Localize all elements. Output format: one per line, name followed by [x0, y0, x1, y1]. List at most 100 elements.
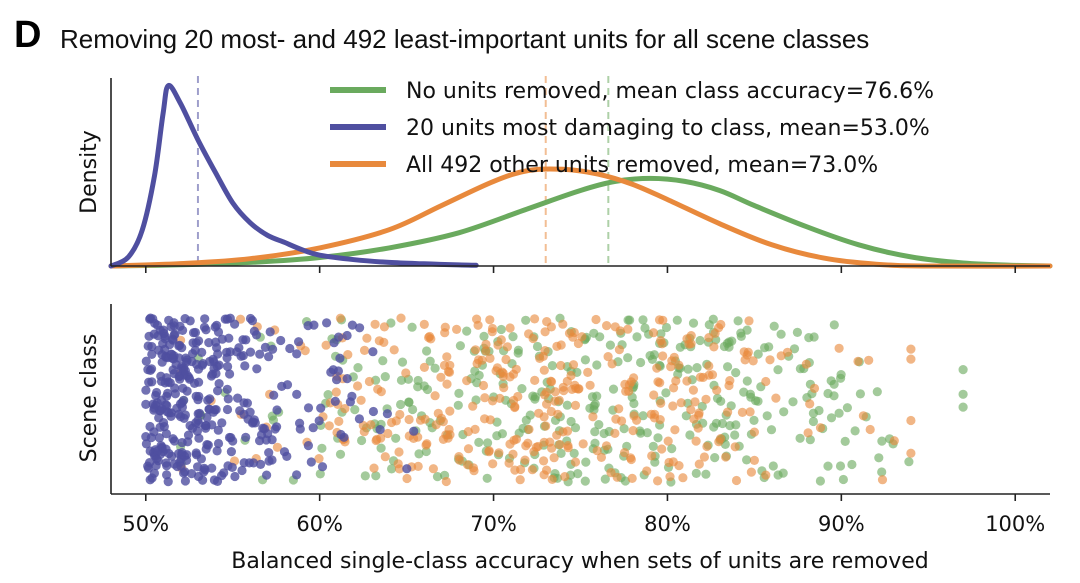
strip-point: [209, 475, 219, 485]
x-tick-label: 80%: [644, 512, 691, 536]
strip-point: [578, 439, 588, 449]
strip-point: [368, 406, 378, 417]
strip-point: [201, 423, 211, 433]
strip-point: [455, 341, 465, 351]
strip-point: [532, 341, 543, 352]
x-tick-label: 60%: [296, 512, 343, 536]
strip-point: [773, 365, 783, 375]
strip-point: [547, 474, 557, 484]
strip-point: [577, 332, 587, 342]
strip-point: [746, 467, 757, 477]
strip-point: [556, 340, 566, 350]
strip-point: [233, 393, 243, 403]
strip-point: [285, 343, 295, 354]
strip-point: [409, 426, 419, 436]
legend-label-none: No units removed, mean class accuracy=76…: [406, 79, 934, 104]
strip-point: [335, 313, 345, 323]
strip-point: [737, 407, 748, 417]
strip-point: [889, 436, 899, 446]
strip-point: [156, 376, 167, 386]
strip-point: [795, 433, 805, 443]
legend: No units removed, mean class accuracy=76…: [330, 79, 934, 178]
strip-point: [636, 357, 646, 368]
strip-point: [303, 441, 313, 451]
strip-point: [368, 347, 378, 357]
strip-point: [316, 403, 326, 413]
strip-point: [401, 368, 411, 378]
strip-point: [222, 404, 233, 415]
strip-point: [550, 387, 560, 397]
strip-point: [663, 436, 673, 446]
strip-point: [469, 466, 479, 476]
strip-point: [661, 388, 671, 398]
strip-point: [154, 433, 164, 443]
strip-point: [553, 409, 563, 419]
strip-point: [749, 415, 759, 425]
strip-point: [558, 319, 568, 329]
strip-point: [853, 356, 863, 366]
strip-point: [425, 356, 435, 366]
strip-point: [753, 349, 763, 359]
strip-point: [667, 444, 677, 454]
x-tick-label: 70%: [470, 512, 517, 536]
strip-point: [771, 393, 781, 403]
strip-point: [625, 453, 636, 463]
strip-point: [607, 359, 617, 369]
strip-point: [528, 333, 538, 344]
strip-point: [431, 420, 441, 430]
strip-point: [397, 357, 408, 367]
strip-point: [422, 346, 432, 356]
strip-point: [226, 433, 236, 443]
strip-point: [161, 458, 171, 468]
strip-point: [324, 421, 334, 431]
strip-point: [272, 422, 282, 432]
strip-point: [194, 336, 204, 346]
strip-point: [683, 364, 693, 374]
strip-point: [223, 361, 233, 372]
strip-point: [462, 326, 472, 336]
strip-point: [335, 449, 346, 459]
strip-point: [601, 441, 612, 451]
strip-point: [239, 398, 249, 408]
strip-point: [409, 433, 419, 443]
strip-point: [147, 473, 157, 483]
strip-point: [470, 424, 480, 434]
strip-point: [404, 414, 414, 425]
strip-point: [197, 347, 207, 357]
strip-point: [440, 328, 450, 338]
strip-point: [611, 414, 621, 424]
strip-point: [606, 468, 616, 478]
strip-point: [159, 422, 169, 432]
strip-point: [335, 353, 345, 363]
strip-point: [592, 446, 602, 456]
strip-point: [570, 400, 581, 410]
strip-point: [357, 435, 367, 446]
strip-point: [436, 413, 446, 423]
strip-point: [340, 404, 350, 414]
strip-point: [453, 400, 463, 410]
strip-point: [640, 323, 650, 333]
strip-point: [141, 385, 151, 395]
strip-point: [704, 361, 714, 371]
strip-point: [178, 325, 188, 335]
strip-point: [530, 392, 541, 402]
strip-point: [689, 414, 699, 424]
strip-point: [834, 343, 844, 353]
strip-point: [202, 440, 212, 450]
strip-point: [674, 360, 684, 370]
strip-point: [567, 384, 577, 394]
strip-point: [152, 446, 162, 456]
strip-point: [303, 403, 314, 413]
strip-point: [742, 376, 752, 386]
strip-point: [628, 426, 638, 436]
density-curve-least: [108, 166, 1053, 269]
strip-point: [374, 336, 384, 346]
strip-point: [805, 399, 815, 409]
strip-point: [148, 314, 158, 324]
strip-point: [364, 376, 374, 387]
strip-point: [495, 393, 505, 403]
strip-point: [353, 363, 363, 373]
scene-class-axis-label: Scene class: [77, 334, 102, 463]
strip-point: [547, 361, 558, 371]
density-axis-label: Density: [77, 130, 102, 214]
